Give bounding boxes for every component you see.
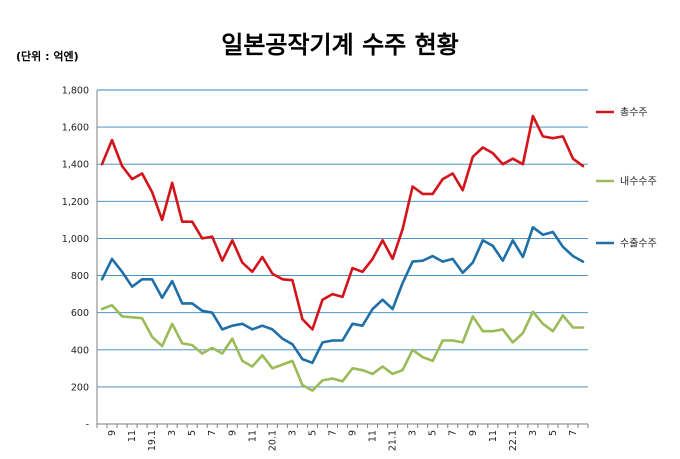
x-tick-label: 7: [568, 430, 579, 436]
unit-label: (단위 : 억엔): [16, 49, 79, 63]
series-line-3: [100, 226, 585, 365]
axes: [96, 90, 588, 425]
legend-label: 내수수주: [620, 176, 657, 188]
x-tick-label: 7: [327, 430, 338, 436]
x-tick-label: 9: [348, 430, 359, 436]
y-tick-label: 400: [71, 345, 89, 356]
x-tick-label: 9: [227, 430, 238, 436]
x-tick-label: 3: [287, 430, 298, 436]
legend-label: 수출수주: [620, 238, 657, 250]
x-tick-label: 3: [167, 430, 178, 436]
legend-label: 총수주: [620, 107, 648, 119]
x-tick-label: 20.1: [267, 430, 278, 451]
series-line-2: [100, 303, 585, 392]
x-tick-label: 22.1: [508, 430, 519, 451]
series-line-1: [100, 114, 585, 331]
x-tick-label: 11: [368, 430, 379, 442]
series-lines: [100, 114, 585, 392]
y-tick-label: 200: [71, 382, 89, 393]
x-tick-label: 21.1: [388, 430, 399, 451]
x-tick-label: 3: [408, 430, 419, 436]
grid-lines: [97, 89, 588, 388]
y-tick-label: 1,800: [62, 86, 89, 97]
x-axis-ticks: 9 11 19.1 3 5 7 9 11 20.1 3 5 7 9 11 21.1 3 5 7 9 11 22.1 3 5 7: [96, 424, 589, 451]
y-tick-label: 1,200: [62, 197, 89, 208]
x-tick-label: 5: [548, 430, 559, 436]
x-tick-label: 11: [127, 430, 138, 442]
y-tick-label: 1,000: [62, 234, 89, 245]
y-tick-label: -: [86, 420, 89, 431]
x-tick-label: 7: [448, 430, 459, 436]
x-tick-label: 5: [187, 430, 198, 436]
y-axis-ticks: - 200 400 600 800 1,000 1,200 1,400 1,600 1,800: [62, 86, 89, 431]
chart-title: 일본공작기계 수주 현황: [221, 31, 459, 59]
x-tick-label: 9: [107, 430, 118, 436]
x-tick-label: 7: [207, 430, 218, 436]
y-tick-label: 600: [71, 308, 89, 319]
y-tick-label: 800: [71, 271, 89, 282]
x-tick-label: 5: [307, 430, 318, 436]
x-tick-label: 9: [468, 430, 479, 436]
x-tick-label: 11: [247, 430, 258, 442]
x-tick-label: 5: [428, 430, 439, 436]
y-tick-label: 1,400: [62, 160, 89, 171]
y-tick-label: 1,600: [62, 123, 89, 134]
x-tick-label: 11: [488, 430, 499, 442]
x-tick-label: 19.1: [147, 430, 158, 451]
x-tick-label: 3: [528, 430, 539, 436]
